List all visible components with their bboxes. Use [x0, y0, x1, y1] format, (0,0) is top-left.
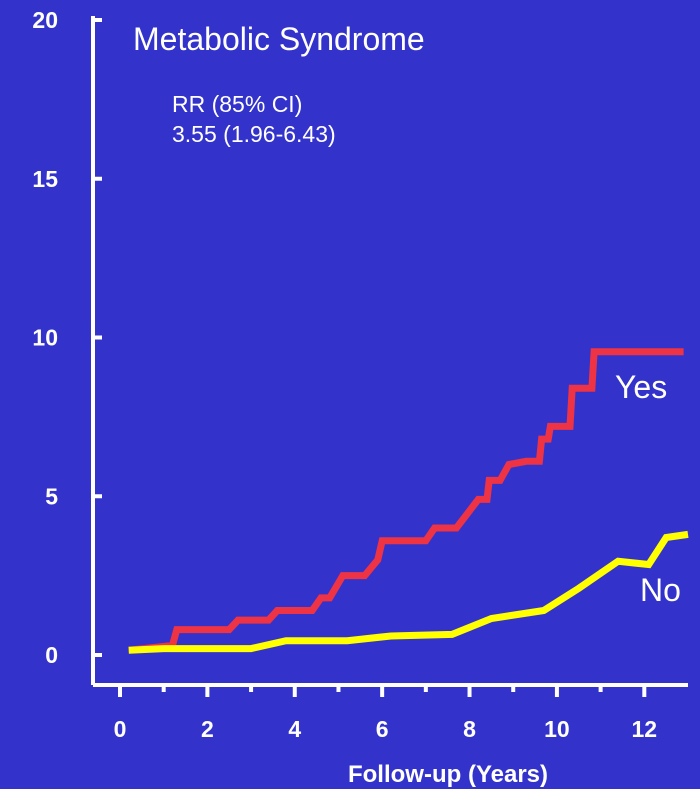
x-tick-label: 6 — [376, 716, 389, 742]
series-line-yes — [128, 348, 684, 654]
x-tick-label: 4 — [288, 716, 301, 742]
y-tick-label: 0 — [45, 642, 58, 668]
x-tick-label: 0 — [114, 716, 127, 742]
annotation-line-1: RR (85% CI) — [172, 91, 302, 117]
y-tick-label: 15 — [32, 166, 58, 192]
y-tick-label: 20 — [32, 7, 58, 33]
series-layer — [128, 348, 689, 654]
x-tick-label: 12 — [632, 716, 658, 742]
axes: 0 5 10 15 20 0 2 4 6 8 10 12 — [32, 7, 688, 742]
x-tick-label: 10 — [544, 716, 570, 742]
series-line-no — [128, 530, 689, 654]
x-axis-label: Follow-up (Years) — [348, 761, 548, 788]
x-tick-label: 2 — [201, 716, 214, 742]
x-tick-label: 8 — [463, 716, 476, 742]
chart-title: Metabolic Syndrome — [133, 21, 425, 57]
series-label-yes: Yes — [615, 369, 667, 405]
series-label-no: No — [640, 572, 681, 608]
y-tick-label: 5 — [45, 483, 58, 509]
y-tick-label: 10 — [32, 325, 58, 351]
annotation-line-2: 3.55 (1.96-6.43) — [172, 121, 336, 147]
